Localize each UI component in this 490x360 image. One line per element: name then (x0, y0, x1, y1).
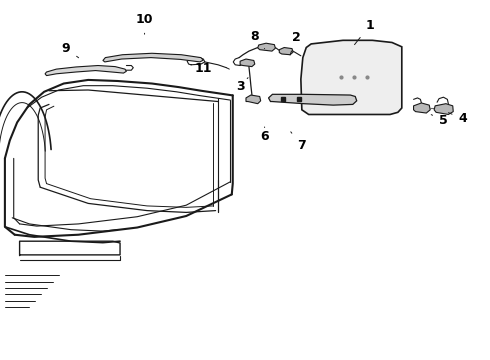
Polygon shape (45, 66, 126, 76)
Polygon shape (414, 103, 430, 113)
Text: 4: 4 (448, 112, 467, 125)
Polygon shape (279, 48, 293, 55)
Polygon shape (258, 43, 275, 51)
Polygon shape (269, 94, 357, 105)
Text: 6: 6 (260, 127, 269, 143)
Polygon shape (246, 95, 261, 104)
Text: 8: 8 (250, 30, 265, 49)
Text: 9: 9 (62, 42, 78, 58)
Polygon shape (103, 53, 203, 62)
Text: 3: 3 (236, 78, 248, 93)
Text: 1: 1 (355, 19, 374, 45)
Text: 2: 2 (290, 31, 301, 55)
Text: 11: 11 (195, 62, 212, 75)
Polygon shape (240, 59, 255, 67)
Polygon shape (434, 104, 453, 114)
Text: 10: 10 (136, 13, 153, 34)
Text: 5: 5 (431, 114, 448, 127)
Text: 7: 7 (291, 132, 306, 152)
Polygon shape (301, 40, 402, 114)
